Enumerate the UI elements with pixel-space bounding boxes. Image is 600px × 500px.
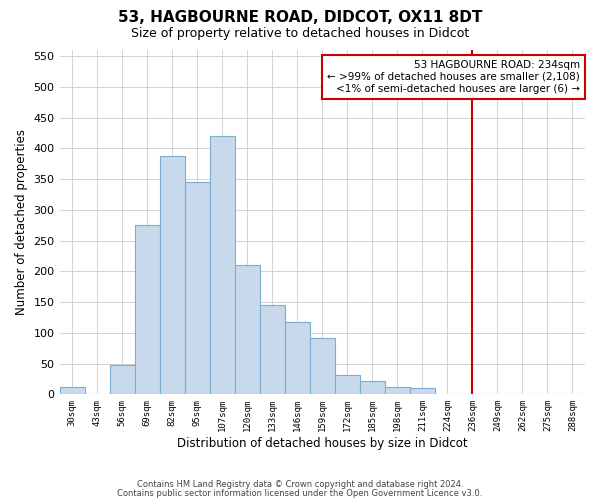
Bar <box>335 376 360 394</box>
Text: 53, HAGBOURNE ROAD, DIDCOT, OX11 8DT: 53, HAGBOURNE ROAD, DIDCOT, OX11 8DT <box>118 10 482 25</box>
Text: 53 HAGBOURNE ROAD: 234sqm
← >99% of detached houses are smaller (2,108)
<1% of s: 53 HAGBOURNE ROAD: 234sqm ← >99% of deta… <box>327 60 580 94</box>
Bar <box>110 365 134 394</box>
Bar <box>260 305 285 394</box>
Bar <box>385 387 410 394</box>
Bar <box>134 225 160 394</box>
Bar <box>209 136 235 394</box>
Bar <box>285 322 310 394</box>
Text: Size of property relative to detached houses in Didcot: Size of property relative to detached ho… <box>131 28 469 40</box>
Bar <box>235 265 260 394</box>
Bar <box>360 381 385 394</box>
Bar <box>310 338 335 394</box>
Text: Contains HM Land Registry data © Crown copyright and database right 2024.: Contains HM Land Registry data © Crown c… <box>137 480 463 489</box>
Text: Contains public sector information licensed under the Open Government Licence v3: Contains public sector information licen… <box>118 488 482 498</box>
Y-axis label: Number of detached properties: Number of detached properties <box>15 129 28 315</box>
Bar <box>410 388 435 394</box>
Bar <box>160 156 185 394</box>
Bar <box>185 182 209 394</box>
Bar <box>59 387 85 394</box>
X-axis label: Distribution of detached houses by size in Didcot: Distribution of detached houses by size … <box>177 437 467 450</box>
